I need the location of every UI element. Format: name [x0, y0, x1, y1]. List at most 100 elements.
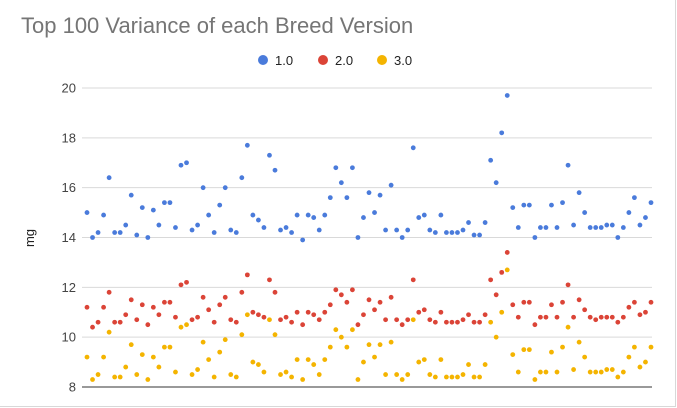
data-point[interactable] — [560, 299, 565, 305]
data-point[interactable] — [117, 319, 123, 325]
data-point[interactable] — [327, 302, 333, 308]
data-point[interactable] — [609, 367, 615, 372]
data-point[interactable] — [554, 225, 560, 230]
data-point[interactable] — [283, 225, 289, 230]
data-point[interactable] — [128, 297, 134, 303]
data-point[interactable] — [488, 157, 494, 163]
data-point[interactable] — [217, 202, 223, 208]
data-point[interactable] — [499, 269, 505, 275]
data-point[interactable] — [394, 372, 400, 377]
data-point[interactable] — [117, 374, 123, 380]
data-point[interactable] — [499, 309, 505, 315]
data-point[interactable] — [117, 230, 123, 235]
data-point[interactable] — [294, 309, 300, 315]
data-point[interactable] — [233, 230, 239, 235]
data-point[interactable] — [565, 324, 571, 330]
data-point[interactable] — [383, 317, 388, 323]
data-point[interactable] — [399, 235, 405, 240]
data-point[interactable] — [283, 314, 289, 320]
data-point[interactable] — [444, 374, 449, 380]
data-point[interactable] — [637, 364, 643, 370]
data-point[interactable] — [471, 319, 477, 325]
data-point[interactable] — [587, 225, 593, 230]
data-point[interactable] — [626, 354, 632, 360]
data-point[interactable] — [609, 222, 615, 228]
data-point[interactable] — [421, 212, 427, 218]
data-point[interactable] — [333, 327, 339, 333]
data-point[interactable] — [432, 374, 438, 380]
data-point[interactable] — [510, 302, 516, 308]
data-point[interactable] — [344, 299, 350, 305]
data-point[interactable] — [106, 329, 112, 335]
data-point[interactable] — [582, 210, 588, 215]
data-point[interactable] — [372, 307, 377, 313]
data-point[interactable] — [278, 372, 283, 377]
data-point[interactable] — [571, 367, 576, 372]
data-point[interactable] — [355, 322, 361, 328]
data-point[interactable] — [256, 362, 261, 367]
data-point[interactable] — [305, 212, 311, 218]
data-point[interactable] — [549, 302, 554, 308]
data-point[interactable] — [372, 210, 377, 215]
data-point[interactable] — [477, 374, 482, 380]
data-point[interactable] — [222, 185, 228, 191]
data-point[interactable] — [261, 225, 267, 230]
data-point[interactable] — [355, 235, 361, 240]
data-point[interactable] — [604, 367, 610, 372]
data-point[interactable] — [333, 287, 339, 293]
data-point[interactable] — [432, 230, 438, 235]
data-point[interactable] — [145, 377, 151, 382]
data-point[interactable] — [632, 299, 637, 305]
data-point[interactable] — [200, 185, 206, 191]
data-point[interactable] — [466, 312, 471, 318]
data-point[interactable] — [250, 309, 256, 315]
data-point[interactable] — [598, 314, 604, 320]
data-point[interactable] — [521, 299, 527, 305]
data-point[interactable] — [643, 215, 648, 220]
data-point[interactable] — [278, 227, 283, 233]
data-point[interactable] — [526, 299, 532, 305]
data-point[interactable] — [482, 312, 488, 318]
data-point[interactable] — [504, 267, 510, 273]
data-point[interactable] — [543, 225, 549, 230]
data-point[interactable] — [626, 210, 632, 215]
data-point[interactable] — [178, 162, 184, 168]
data-point[interactable] — [383, 372, 388, 377]
data-point[interactable] — [239, 175, 245, 181]
data-point[interactable] — [272, 167, 278, 173]
data-point[interactable] — [123, 222, 129, 228]
data-point[interactable] — [609, 314, 615, 320]
data-point[interactable] — [178, 324, 184, 330]
data-point[interactable] — [173, 314, 178, 320]
data-point[interactable] — [101, 354, 106, 360]
data-point[interactable] — [322, 357, 328, 362]
data-point[interactable] — [554, 314, 560, 320]
data-point[interactable] — [432, 319, 438, 325]
data-point[interactable] — [322, 309, 328, 315]
data-point[interactable] — [222, 337, 228, 343]
data-point[interactable] — [316, 227, 322, 233]
legend-item[interactable]: 1.0 — [258, 53, 293, 68]
data-point[interactable] — [449, 319, 455, 325]
data-point[interactable] — [123, 312, 129, 318]
data-point[interactable] — [244, 272, 250, 278]
data-point[interactable] — [560, 200, 565, 206]
data-point[interactable] — [256, 312, 261, 318]
data-point[interactable] — [388, 339, 394, 345]
data-point[interactable] — [173, 369, 178, 375]
data-point[interactable] — [112, 319, 118, 325]
data-point[interactable] — [184, 279, 189, 285]
data-point[interactable] — [361, 215, 366, 220]
data-point[interactable] — [338, 180, 344, 186]
data-point[interactable] — [150, 304, 156, 310]
data-point[interactable] — [300, 237, 306, 243]
data-point[interactable] — [394, 317, 400, 323]
data-point[interactable] — [217, 302, 223, 308]
data-point[interactable] — [366, 190, 372, 196]
data-point[interactable] — [615, 319, 621, 325]
data-point[interactable] — [289, 230, 294, 235]
data-point[interactable] — [294, 212, 300, 218]
data-point[interactable] — [289, 319, 294, 325]
data-point[interactable] — [449, 374, 455, 380]
data-point[interactable] — [632, 344, 637, 350]
